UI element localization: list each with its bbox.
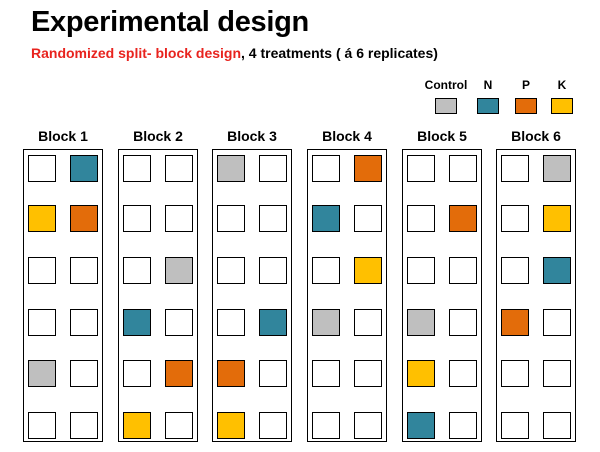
plot-cell-control [165,257,193,284]
plot-cell-control [543,155,571,182]
plot-cell-empty [449,360,477,387]
block-2 [118,149,198,442]
plot-cell-empty [123,257,151,284]
plot-cell-empty [354,412,382,439]
legend-swatch-control [435,98,457,114]
plot-cell-n [70,155,98,182]
subtitle-tail: 6 replicates) [352,45,438,61]
plot-cell-empty [259,412,287,439]
plot-cell-k [407,360,435,387]
plot-cell-empty [407,257,435,284]
plot-cell-empty [543,309,571,336]
plot-cell-empty [449,257,477,284]
plot-cell-control [217,155,245,182]
plot-cell-p [165,360,193,387]
block-label-4: Block 4 [322,128,372,144]
legend-label-control: Control [424,78,468,92]
plot-cell-empty [70,412,98,439]
plot-cell-empty [501,257,529,284]
block-6 [496,149,576,442]
plot-cell-control [28,360,56,387]
plot-cell-p [354,155,382,182]
plot-cell-empty [165,309,193,336]
plot-cell-n [407,412,435,439]
legend-label-n: N [483,78,493,92]
plot-cell-empty [259,360,287,387]
plot-cell-empty [28,412,56,439]
plot-cell-empty [217,309,245,336]
plot-cell-empty [354,205,382,232]
plot-cell-control [312,309,340,336]
plot-cell-empty [217,257,245,284]
plot-cell-k [28,205,56,232]
plot-cell-empty [165,155,193,182]
plot-cell-empty [28,309,56,336]
plot-cell-empty [449,309,477,336]
block-label-6: Block 6 [511,128,561,144]
plot-cell-empty [70,257,98,284]
plot-cell-empty [123,360,151,387]
plot-cell-empty [217,205,245,232]
plot-cell-empty [259,205,287,232]
legend-swatch-k [551,98,573,114]
subtitle-rest: , 4 treatments ( [241,45,345,61]
legend-swatch-n [477,98,499,114]
plot-cell-p [501,309,529,336]
plot-cell-n [123,309,151,336]
block-label-1: Block 1 [38,128,88,144]
slide-subtitle: Randomized split- block design, 4 treatm… [31,45,438,61]
plot-cell-k [354,257,382,284]
subtitle-accent: á [344,45,353,61]
plot-cell-empty [28,155,56,182]
plot-cell-empty [312,360,340,387]
plot-cell-empty [312,257,340,284]
plot-cell-empty [449,155,477,182]
plot-cell-p [449,205,477,232]
legend-label-p: P [521,78,530,92]
plot-cell-control [407,309,435,336]
plot-cell-k [217,412,245,439]
plot-cell-empty [165,412,193,439]
legend-label-k: K [557,78,567,92]
plot-cell-empty [259,257,287,284]
plot-cell-empty [449,412,477,439]
plot-cell-p [70,205,98,232]
plot-cell-empty [501,360,529,387]
plot-cell-empty [543,360,571,387]
plot-cell-n [312,205,340,232]
plot-cell-empty [123,155,151,182]
block-5 [402,149,482,442]
plot-cell-empty [312,412,340,439]
block-label-2: Block 2 [133,128,183,144]
block-label-5: Block 5 [417,128,467,144]
plot-cell-empty [501,412,529,439]
plot-cell-n [259,309,287,336]
plot-cell-p [217,360,245,387]
plot-cell-empty [70,309,98,336]
plot-cell-empty [501,155,529,182]
block-1 [23,149,103,442]
plot-cell-empty [354,309,382,336]
plot-cell-empty [123,205,151,232]
legend-swatch-p [515,98,537,114]
plot-cell-empty [354,360,382,387]
plot-cell-n [543,257,571,284]
plot-cell-empty [165,205,193,232]
plot-cell-empty [501,205,529,232]
slide-title: Experimental design [31,6,309,38]
plot-cell-empty [407,155,435,182]
plot-cell-k [543,205,571,232]
plot-cell-empty [543,412,571,439]
plot-cell-empty [70,360,98,387]
plot-cell-empty [259,155,287,182]
plot-cell-k [123,412,151,439]
plot-cell-empty [407,205,435,232]
design-name: Randomized split- block design [31,45,242,61]
plot-cell-empty [312,155,340,182]
plot-cell-empty [28,257,56,284]
block-label-3: Block 3 [227,128,277,144]
block-3 [212,149,292,442]
block-4 [307,149,387,442]
